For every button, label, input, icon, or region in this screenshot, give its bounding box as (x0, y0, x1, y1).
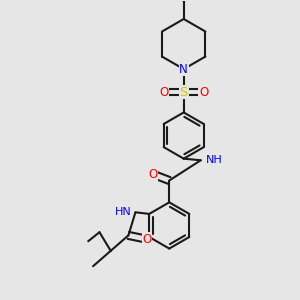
Text: O: O (159, 86, 168, 99)
Text: O: O (199, 86, 208, 99)
Text: N: N (179, 63, 188, 76)
Text: HN: HN (115, 207, 132, 217)
Text: O: O (148, 168, 157, 181)
Text: S: S (179, 86, 188, 99)
Text: O: O (142, 233, 152, 246)
Text: NH: NH (206, 155, 222, 165)
